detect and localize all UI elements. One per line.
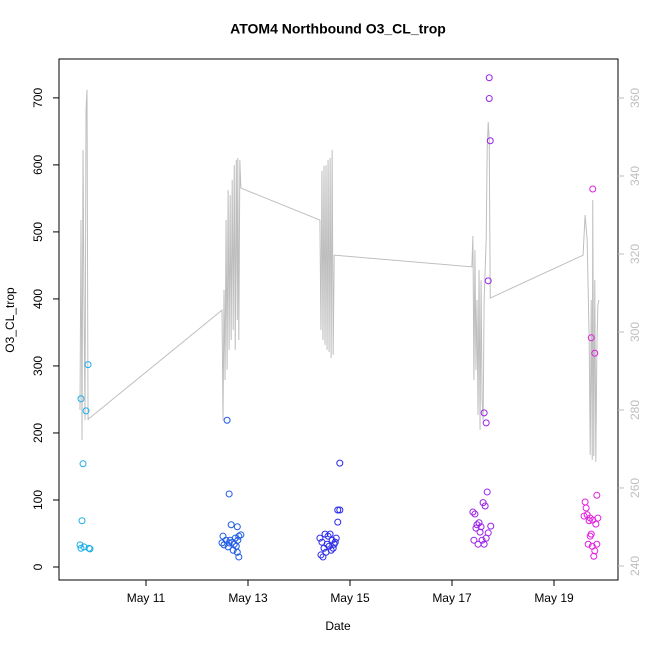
point xyxy=(77,544,85,552)
x-tick-label: May 11 xyxy=(127,591,166,605)
point xyxy=(224,543,232,551)
point xyxy=(582,504,590,512)
point xyxy=(591,547,599,555)
point xyxy=(472,524,480,532)
point xyxy=(481,502,489,510)
line xyxy=(79,89,600,462)
point xyxy=(325,542,333,550)
point xyxy=(235,553,243,561)
point xyxy=(334,518,342,526)
point xyxy=(471,510,479,518)
point xyxy=(475,519,483,527)
chart-title: ATOM4 Northbound O3_CL_trop xyxy=(230,21,446,37)
point xyxy=(593,540,601,548)
y2-tick-label: 320 xyxy=(628,244,642,264)
point xyxy=(231,534,239,542)
y-tick-label: 100 xyxy=(31,490,45,510)
point xyxy=(585,517,593,525)
point xyxy=(76,541,84,549)
point xyxy=(487,522,495,530)
point xyxy=(331,538,339,546)
point xyxy=(218,539,226,547)
point xyxy=(485,74,493,82)
point xyxy=(469,508,477,516)
point xyxy=(480,409,488,417)
y-tick-label: 700 xyxy=(31,88,45,108)
x-axis-label: Date xyxy=(325,619,351,633)
point xyxy=(486,137,494,145)
y-tick-label: 200 xyxy=(31,423,45,443)
point xyxy=(225,490,233,498)
y-axis-label: O3_CL_trop xyxy=(3,287,17,353)
point xyxy=(593,491,601,499)
point xyxy=(477,523,485,531)
point xyxy=(336,459,344,467)
point xyxy=(229,546,237,554)
y2-tick-label: 280 xyxy=(628,400,642,420)
point xyxy=(334,506,342,514)
point xyxy=(485,95,493,103)
point xyxy=(321,530,329,538)
point xyxy=(473,521,481,529)
point xyxy=(587,334,595,342)
point xyxy=(482,419,490,427)
point xyxy=(327,546,335,554)
point xyxy=(589,185,597,193)
y2-tick-label: 300 xyxy=(628,322,642,342)
point xyxy=(85,544,93,552)
point xyxy=(484,529,492,537)
point xyxy=(326,530,334,538)
point xyxy=(323,540,331,548)
x-tick-label: May 13 xyxy=(228,591,268,605)
point xyxy=(77,395,85,403)
y-tick-label: 600 xyxy=(31,155,45,175)
point xyxy=(480,540,488,548)
x-tick-label: May 19 xyxy=(534,591,574,605)
point xyxy=(225,539,233,547)
point xyxy=(223,416,231,424)
point xyxy=(227,521,235,529)
point xyxy=(317,551,325,559)
y2-tick-label: 260 xyxy=(628,478,642,498)
point xyxy=(237,531,245,539)
point xyxy=(591,349,599,357)
y2-tick-label: 360 xyxy=(628,88,642,108)
point xyxy=(332,534,340,542)
y-tick-label: 500 xyxy=(31,222,45,242)
point xyxy=(336,506,344,514)
point xyxy=(316,534,324,542)
point xyxy=(476,528,484,536)
point xyxy=(233,548,241,556)
x-tick-label: May 17 xyxy=(432,591,472,605)
y2-tick-label: 240 xyxy=(628,556,642,576)
y-tick-label: 300 xyxy=(31,356,45,376)
y-tick-label: 400 xyxy=(31,289,45,309)
point xyxy=(584,540,592,548)
y2-tick-label: 340 xyxy=(628,166,642,186)
point xyxy=(319,553,327,561)
y-tick-label: 0 xyxy=(31,563,45,570)
point xyxy=(78,517,86,525)
point xyxy=(581,498,589,506)
point xyxy=(233,523,241,531)
x-tick-label: May 15 xyxy=(330,591,370,605)
point xyxy=(84,361,92,369)
point xyxy=(86,545,94,553)
point xyxy=(484,277,492,285)
point xyxy=(470,536,478,544)
plot-box xyxy=(58,58,619,581)
point xyxy=(592,520,600,528)
point xyxy=(219,532,227,540)
point xyxy=(483,488,491,496)
point xyxy=(586,532,594,540)
point xyxy=(235,532,243,540)
point xyxy=(590,552,598,560)
point xyxy=(79,460,87,468)
point xyxy=(82,407,90,415)
point xyxy=(478,536,486,544)
point xyxy=(329,544,337,552)
